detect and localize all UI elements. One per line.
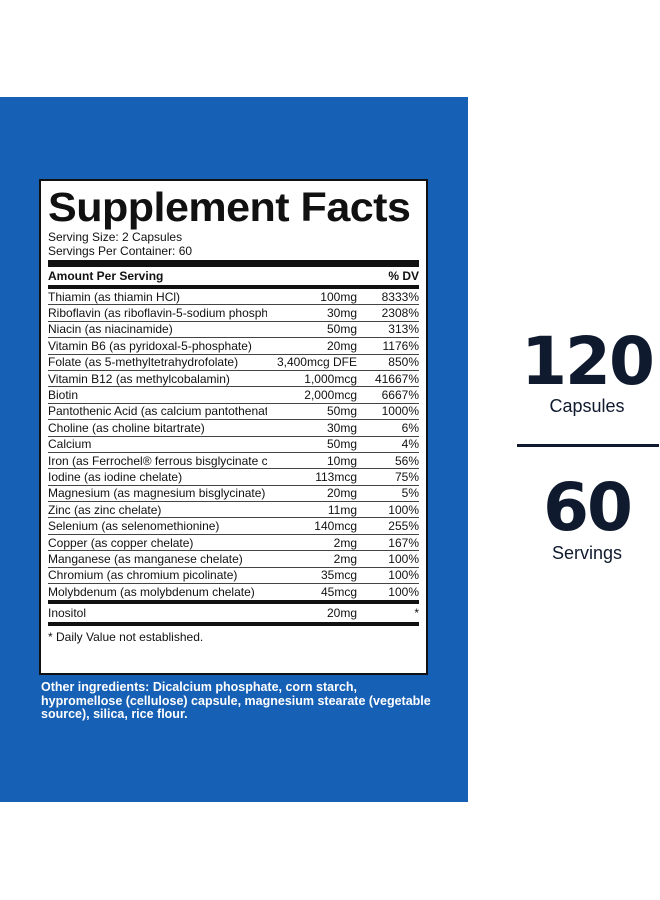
nutrient-amount: 50mg [326, 404, 357, 419]
nutrient-row-inositol: Inositol 20mg * [48, 604, 419, 622]
nutrient-row: Copper (as copper chelate) 2mg 167% [48, 535, 419, 552]
nutrient-row: Thiamin (as thiamin HCl) 100mg 8333% [48, 289, 419, 306]
nutrient-row: Pantothenic Acid (as calcium pantothenat… [48, 404, 419, 421]
nutrient-amount: 50mg [326, 322, 357, 337]
nutrient-row: Biotin 2,000mcg 6667% [48, 387, 419, 404]
nutrient-amount: 50mg [326, 437, 357, 452]
nutrient-name: Magnesium (as magnesium bisglycinate) [48, 486, 266, 501]
nutrient-name: Niacin (as niacinamide) [48, 322, 173, 337]
nutrient-amount: 2mg [333, 535, 357, 550]
nutrient-dv: 8333% [381, 289, 419, 304]
nutrient-row: Molybdenum (as molybdenum chelate) 45mcg 1… [48, 584, 419, 600]
table-header: Amount Per Serving % DV [48, 267, 419, 285]
nutrient-dv: 100% [388, 551, 419, 566]
nutrient-amount: 10mg [326, 453, 357, 468]
nutrient-dv: 6% [401, 420, 419, 435]
nutrient-amount: 113mcg [315, 469, 357, 484]
nutrient-amount: 2mg [333, 551, 357, 566]
medium-divider [48, 622, 419, 627]
nutrient-amount: 140mcg [314, 519, 357, 534]
facts-title: Supplement Facts [48, 184, 411, 230]
nutrient-dv: 4% [401, 437, 419, 452]
nutrient-name: Molybdenum (as molybdenum chelate) [48, 585, 255, 600]
nutrient-amount: 1,000mcg [304, 371, 357, 386]
nutrient-name: Iron (as Ferrochel® ferrous bisglycinate… [48, 453, 267, 468]
nutrient-name: Chromium (as chromium picolinate) [48, 568, 238, 583]
nutrient-dv: 1000% [381, 404, 419, 419]
nutrient-amount: 20mg [326, 606, 357, 621]
nutrient-dv: 850% [388, 355, 419, 370]
nutrient-amount: 20mg [326, 338, 357, 353]
nutrient-name: Pantothenic Acid (as calcium pantothenat… [48, 404, 267, 419]
nutrient-dv: 167% [388, 535, 419, 550]
nutrient-dv: 100% [388, 502, 419, 517]
servings-count: 60 [543, 469, 633, 546]
nutrient-row: Choline (as choline bitartrate) 30mg 6% [48, 420, 419, 437]
nutrient-dv: 5% [401, 486, 419, 501]
serving-size: Serving Size: 2 Capsules [48, 230, 183, 244]
nutrient-dv: 2308% [381, 306, 419, 321]
nutrient-dv: 56% [394, 453, 419, 468]
nutrient-amount: 30mg [326, 420, 357, 435]
nutrient-dv: 100% [388, 568, 419, 583]
dv-label: % DV [388, 269, 419, 283]
nutrient-amount: 2,000mcg [304, 388, 357, 403]
nutrient-amount: 100mg [320, 289, 357, 304]
capsule-label: Capsules [549, 396, 625, 416]
nutrient-row: Vitamin B12 (as methylcobalamin) 1,000mcg… [48, 371, 419, 388]
nutrient-name: Iodine (as iodine chelate) [48, 469, 183, 484]
nutrient-dv: 255% [388, 519, 419, 534]
nutrient-name: Selenium (as selenomethionine) [48, 519, 220, 534]
nutrient-row: Zinc (as zinc chelate) 11mg 100% [48, 502, 419, 519]
nutrient-row: Iodine (as iodine chelate) 113mcg 75% [48, 469, 419, 486]
nutrient-name: Vitamin B12 (as methylcobalamin) [48, 371, 230, 386]
nutrient-name: Calcium [48, 437, 92, 452]
nutrient-row: Niacin (as niacinamide) 50mg 313% [48, 322, 419, 339]
nutrient-name: Zinc (as zinc chelate) [48, 502, 162, 517]
other-ingredients: Other ingredients: Dicalcium phosphate, … [41, 680, 431, 721]
nutrient-amount: 30mg [326, 306, 357, 321]
medium-divider [48, 600, 419, 605]
nutrient-row: Selenium (as selenomethionine) 140mcg 255% [48, 518, 419, 535]
nutrient-name: Vitamin B6 (as pyridoxal-5-phosphate) [48, 338, 252, 353]
nutrient-name: Manganese (as manganese chelate) [48, 551, 243, 566]
nutrient-name: Copper (as copper chelate) [48, 535, 194, 550]
nutrient-row: Riboflavin (as riboflavin-5-sodium phosp… [48, 305, 419, 322]
medium-divider [48, 285, 419, 289]
capsule-count: 120 [521, 323, 655, 400]
nutrient-name: Choline (as choline bitartrate) [48, 420, 205, 435]
count-divider [517, 444, 659, 447]
nutrient-dv: 75% [394, 469, 419, 484]
nutrient-name: Biotin [48, 388, 79, 403]
nutrient-name: Folate (as 5-methyltetrahydrofolate) [48, 355, 239, 370]
supplement-facts-panel: Supplement Facts Serving Size: 2 Capsule… [39, 179, 428, 675]
nutrient-dv: 1176% [382, 338, 419, 353]
servings-per-container: Servings Per Container: 60 [48, 244, 193, 258]
nutrient-row: Magnesium (as magnesium bisglycinate) 20m… [48, 486, 419, 503]
nutrient-amount: 11mg [327, 502, 357, 517]
nutrient-name: Riboflavin (as riboflavin-5-sodium phosp… [48, 306, 267, 321]
nutrient-name: Thiamin (as thiamin HCl) [48, 289, 181, 304]
nutrient-row: Iron (as Ferrochel® ferrous bisglycinate… [48, 453, 419, 470]
nutrient-amount: 45mcg [320, 585, 357, 600]
nutrient-row: Manganese (as manganese chelate) 2mg 100% [48, 551, 419, 568]
nutrient-list: Thiamin (as thiamin HCl) 100mg 8333% Ribofl… [48, 289, 419, 600]
nutrient-amount: 35mcg [320, 568, 357, 583]
nutrient-dv: * [414, 606, 419, 621]
thick-divider [48, 260, 419, 267]
nutrient-dv: 41667% [374, 371, 419, 386]
nutrient-row: Calcium 50mg 4% [48, 437, 419, 453]
nutrient-amount: 20mg [326, 486, 357, 501]
nutrient-row: Vitamin B6 (as pyridoxal-5-phosphate) 20m… [48, 338, 419, 355]
nutrient-dv: 100% [388, 585, 419, 600]
nutrient-row: Chromium (as chromium picolinate) 35mcg 10… [48, 568, 419, 585]
amount-per-serving-label: Amount Per Serving [48, 269, 164, 283]
footnote: * Daily Value not established. [48, 630, 204, 645]
servings-label: Servings [551, 543, 623, 563]
nutrient-dv: 313% [388, 322, 419, 337]
nutrient-row: Folate (as 5-methyltetrahydrofolate) 3,40… [48, 355, 419, 371]
nutrient-amount: 3,400mcg DFE [276, 355, 357, 370]
nutrient-dv: 6667% [381, 388, 419, 403]
nutrient-name: Inositol [48, 606, 87, 621]
